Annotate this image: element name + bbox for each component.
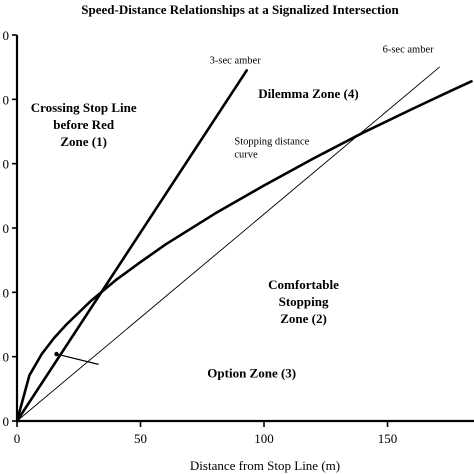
- amber6-label: 6-sec amber: [383, 44, 435, 55]
- stopcurve-label: Stopping distance: [234, 136, 309, 147]
- chart-title: Speed-Distance Relationships at a Signal…: [81, 2, 399, 17]
- x-tick-label: 0: [14, 431, 21, 446]
- y-tick-label: 0: [3, 414, 10, 429]
- stopcurve-label: curve: [234, 149, 258, 160]
- y-tick-label: 0: [3, 92, 10, 107]
- zone1-label: before Red: [53, 117, 115, 132]
- zone-annotations: Crossing Stop Line before Red Zone (1) Dile…: [31, 44, 434, 380]
- zone2-label: Comfortable: [268, 277, 339, 292]
- zone4-label: Dilemma Zone (4): [258, 86, 358, 101]
- y-tick-label: 0: [3, 350, 10, 365]
- y-tick-label: 0: [3, 221, 10, 236]
- y-tick-label: 0: [3, 157, 10, 172]
- zone3-label: Option Zone (3): [207, 365, 296, 380]
- zone1-label: Crossing Stop Line: [31, 100, 137, 115]
- series-stopping-distance-curve: [15, 80, 473, 423]
- zone3-leader-dot: [54, 351, 59, 357]
- y-tick-label: 0: [3, 285, 10, 300]
- x-axis-label: Distance from Stop Line (m): [190, 458, 340, 473]
- x-tick-label: 50: [134, 431, 147, 446]
- zone2-label: Zone (2): [280, 311, 327, 326]
- amber3-label: 3-sec amber: [210, 55, 262, 66]
- axes: [15, 35, 474, 423]
- zone1-label: Zone (1): [60, 134, 107, 149]
- x-tick-label: 100: [254, 431, 274, 446]
- zone3-leader-line: [56, 353, 99, 365]
- x-tick-label: 150: [378, 431, 398, 446]
- series-3-sec-amber: [15, 69, 248, 423]
- zone2-label: Stopping: [279, 294, 329, 309]
- y-tick-label: 0: [3, 28, 10, 43]
